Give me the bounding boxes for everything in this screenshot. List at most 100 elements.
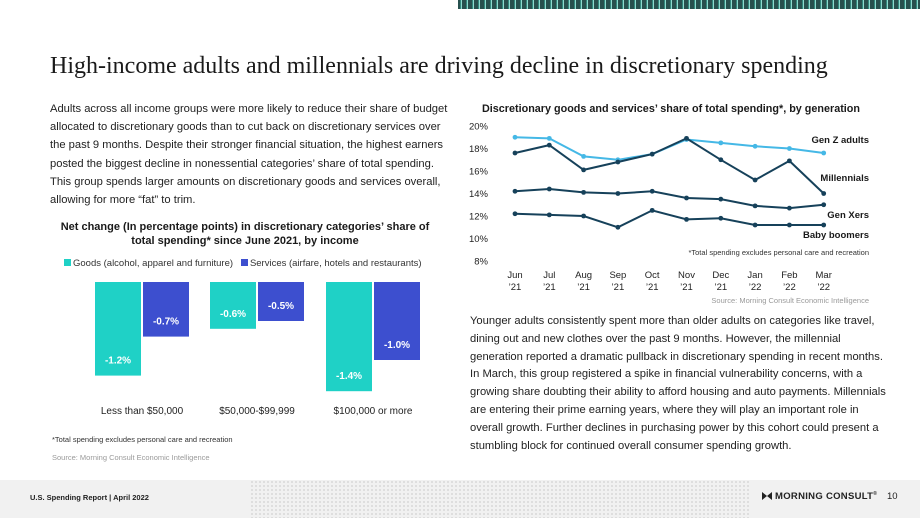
footer-brand-name: MORNING CONSULT <box>775 491 874 503</box>
series-label-1: Millennials <box>820 173 869 184</box>
line-chart: 20%18%16%14%12%10%8%Jun’21Jul’21Aug’21Se… <box>469 122 869 306</box>
series-point-2-8 <box>787 205 792 211</box>
series-point-2-1 <box>546 186 552 192</box>
page-number: 10 <box>887 491 898 502</box>
series-point-3-6 <box>718 215 724 221</box>
series-point-3-9 <box>821 222 827 228</box>
series-point-2-4 <box>649 188 655 194</box>
line-chart-source: Source: Morning Consult Economic Intelli… <box>711 296 869 305</box>
series-label-2: Gen Xers <box>827 210 869 221</box>
page-title: High-income adults and millennials are d… <box>50 53 828 79</box>
series-point-2-7 <box>752 203 758 209</box>
series-point-1-5 <box>684 135 689 141</box>
x-tick-month-1: Jul <box>543 270 555 281</box>
line-chart-title: Discretionary goods and services’ share … <box>482 103 860 115</box>
footer-decorative-pattern <box>250 480 750 518</box>
series-line-1 <box>514 137 825 195</box>
series-point-0-1 <box>546 135 552 141</box>
series-point-0-6 <box>718 140 724 146</box>
bar-0-2 <box>326 282 372 392</box>
x-tick-month-7: Jan <box>747 270 762 281</box>
series-line-3 <box>514 209 824 229</box>
bar-chart-source: Source: Morning Consult Economic Intelli… <box>52 453 210 462</box>
series-point-0-2 <box>581 153 586 159</box>
bar-0-0 <box>95 282 141 376</box>
x-tick-year-9: ’22 <box>817 282 830 293</box>
series-point-3-8 <box>787 222 792 228</box>
y-tick-label-0: 20% <box>469 122 489 133</box>
series-point-3-7 <box>752 222 758 228</box>
bar-1-1 <box>258 282 304 321</box>
series-point-1-8 <box>787 158 792 164</box>
x-tick-month-0: Jun <box>507 270 522 281</box>
bar-label-1-2: -1.0% <box>384 340 410 351</box>
bar-label-1-1: -0.5% <box>268 301 294 312</box>
series-label-0: Gen Z adults <box>811 135 869 146</box>
x-tick-year-2: ’21 <box>577 282 590 293</box>
bar-1-2 <box>374 282 420 360</box>
y-tick-label-3: 14% <box>469 189 489 200</box>
y-tick-label-4: 12% <box>469 212 489 223</box>
bar-label-0-2: -1.4% <box>336 371 362 382</box>
bar-label-1-0: -0.7% <box>153 317 179 328</box>
series-point-0-9 <box>821 150 827 156</box>
series-point-2-9 <box>821 202 827 208</box>
series-point-0-8 <box>787 146 792 151</box>
series-point-1-2 <box>581 167 586 173</box>
top-decorative-pattern <box>458 0 920 9</box>
series-point-1-9 <box>821 191 827 196</box>
line-chart-footnote: *Total spending excludes personal care a… <box>688 248 869 257</box>
x-tick-month-2: Aug <box>575 270 592 281</box>
series-point-3-0 <box>512 211 518 217</box>
series-point-0-7 <box>752 143 758 149</box>
x-tick-month-3: Sep <box>609 270 626 281</box>
footer-bar: U.S. Spending Report | April 2022 MORNIN… <box>0 480 920 518</box>
legend-services-label: Services (airfare, hotels and restaurant… <box>249 258 422 269</box>
series-point-3-2 <box>581 213 586 219</box>
bar-category-label-2: $100,000 or more <box>334 406 413 417</box>
bar-chart-footnote: *Total spending excludes personal care a… <box>52 435 233 444</box>
legend-goods-label: Goods (alcohol, apparel and furniture) <box>73 258 234 269</box>
x-tick-month-6: Dec <box>712 270 729 281</box>
y-tick-label-2: 16% <box>469 167 489 178</box>
x-tick-year-7: ’22 <box>749 282 762 293</box>
series-point-1-0 <box>512 150 518 156</box>
morning-consult-logo-icon <box>762 492 772 501</box>
series-point-1-4 <box>649 151 655 157</box>
y-tick-label-1: 18% <box>469 144 489 155</box>
series-point-2-0 <box>512 188 518 194</box>
bar-chart-title: Net change (In percentage points) in dis… <box>60 221 430 247</box>
x-tick-year-4: ’21 <box>646 282 659 293</box>
x-tick-year-1: ’21 <box>543 282 556 293</box>
series-point-3-4 <box>649 207 655 213</box>
bar-chart: -1.2% -0.7% Less than $50,000 -0.6% -0.5% $50… <box>95 282 420 417</box>
legend-services-swatch <box>240 259 248 266</box>
bar-category-label-0: Less than $50,000 <box>101 406 184 417</box>
series-point-2-2 <box>581 189 586 195</box>
legend-goods-swatch <box>64 259 71 266</box>
x-tick-month-5: Nov <box>678 270 695 281</box>
x-tick-year-5: ’21 <box>680 282 693 293</box>
series-point-1-7 <box>752 177 758 183</box>
footer-brand: MORNING CONSULT® <box>762 491 877 502</box>
series-point-2-6 <box>718 196 724 202</box>
x-tick-year-3: ’21 <box>612 282 625 293</box>
x-tick-month-9: Mar <box>816 270 832 281</box>
series-point-1-3 <box>615 159 621 165</box>
series-point-1-6 <box>718 157 724 163</box>
series-point-0-0 <box>512 134 518 140</box>
series-point-1-1 <box>546 142 552 148</box>
x-tick-month-4: Oct <box>645 270 660 281</box>
y-tick-label-6: 8% <box>474 257 488 268</box>
bar-label-0-0: -1.2% <box>105 356 131 367</box>
series-point-2-3 <box>615 191 621 196</box>
footer-report-label: U.S. Spending Report | April 2022 <box>30 493 149 502</box>
bar-category-label-1: $50,000-$99,999 <box>219 406 295 417</box>
bar-0-1 <box>210 282 256 329</box>
series-point-3-1 <box>546 212 552 218</box>
series-point-3-3 <box>615 224 621 230</box>
series-point-3-5 <box>684 216 689 222</box>
bar-chart-legend: Goods (alcohol, apparel and furniture) S… <box>64 258 422 269</box>
y-tick-label-5: 10% <box>469 234 489 245</box>
intro-paragraph: Adults across all income groups were mor… <box>50 103 448 207</box>
